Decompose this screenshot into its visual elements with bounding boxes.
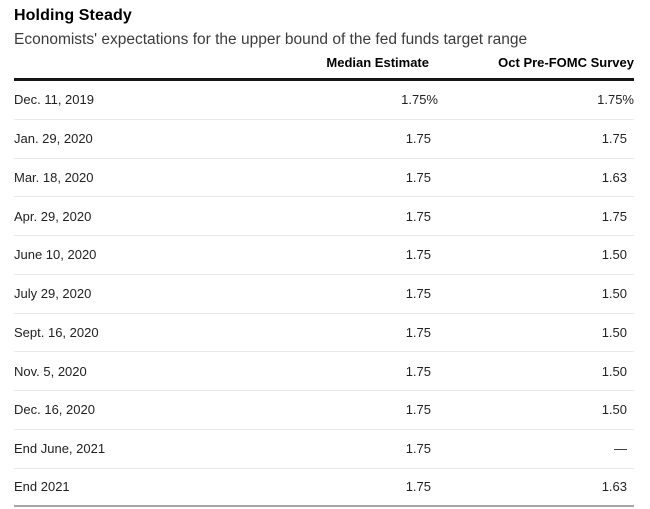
table-row: End 2021 1.75 1.63 [14,469,634,508]
date-cell: End June, 2021 [14,441,106,457]
survey-cell: 1.75% [597,92,634,108]
median-estimate-cell: 1.75 [405,479,431,495]
survey-cell: — [614,441,627,457]
survey-cell: 1.63 [601,169,627,185]
date-cell: June 10, 2020 [14,247,97,263]
median-estimate-cell: 1.75 [405,441,431,457]
table-row: End June, 2021 1.75 — [14,430,634,469]
table-row: Jan. 29, 2020 1.75 1.75 [14,120,634,159]
table-row: Nov. 5, 2020 1.75 1.50 [14,352,634,391]
date-cell: Dec. 16, 2020 [14,402,95,418]
chart-title: Holding Steady [14,7,132,24]
median-estimate-cell: 1.75 [405,247,431,263]
median-estimate-cell: 1.75 [405,131,431,147]
table-row: Apr. 29, 2020 1.75 1.75 [14,197,634,236]
median-estimate-cell: 1.75 [405,286,431,302]
survey-cell: 1.50 [601,247,627,263]
survey-cell: 1.75 [601,131,627,147]
survey-cell: 1.50 [601,363,627,379]
survey-cell: 1.75 [601,208,627,224]
date-cell: Nov. 5, 2020 [14,363,87,379]
chart-subtitle: Economists' expectations for the upper b… [14,31,528,48]
table-row: Mar. 18, 2020 1.75 1.63 [14,159,634,198]
median-estimate-cell: 1.75 [405,402,431,418]
survey-cell: 1.50 [601,402,627,418]
median-estimate-cell: 1.75 [405,208,431,224]
median-estimate-cell: 1.75 [405,324,431,340]
date-cell: July 29, 2020 [14,286,92,302]
table-body: Dec. 11, 2019 1.75% 1.75% Jan. 29, 2020 … [14,81,634,508]
column-header-oct-pre-fomc-survey: Oct Pre-FOMC Survey [498,55,634,70]
date-cell: Mar. 18, 2020 [14,169,94,185]
median-estimate-cell: 1.75 [405,169,431,185]
survey-cell: 1.50 [601,324,627,340]
table-row: Dec. 11, 2019 1.75% 1.75% [14,81,634,120]
date-cell: Jan. 29, 2020 [14,131,93,147]
date-cell: Dec. 11, 2019 [14,92,94,108]
date-cell: Sept. 16, 2020 [14,324,99,340]
table-row: Dec. 16, 2020 1.75 1.50 [14,391,634,430]
column-header-median-estimate: Median Estimate [326,55,429,70]
median-estimate-cell: 1.75 [405,363,431,379]
survey-cell: 1.50 [601,286,627,302]
table-header-row: Median Estimate Oct Pre-FOMC Survey [14,49,634,81]
survey-cell: 1.63 [601,479,627,495]
date-cell: End 2021 [14,479,70,495]
date-cell: Apr. 29, 2020 [14,208,92,224]
fed-funds-table: Median Estimate Oct Pre-FOMC Survey Dec.… [14,49,634,508]
table-row: June 10, 2020 1.75 1.50 [14,236,634,275]
table-row: July 29, 2020 1.75 1.50 [14,275,634,314]
median-estimate-cell: 1.75% [401,92,438,108]
table-row: Sept. 16, 2020 1.75 1.50 [14,314,634,353]
